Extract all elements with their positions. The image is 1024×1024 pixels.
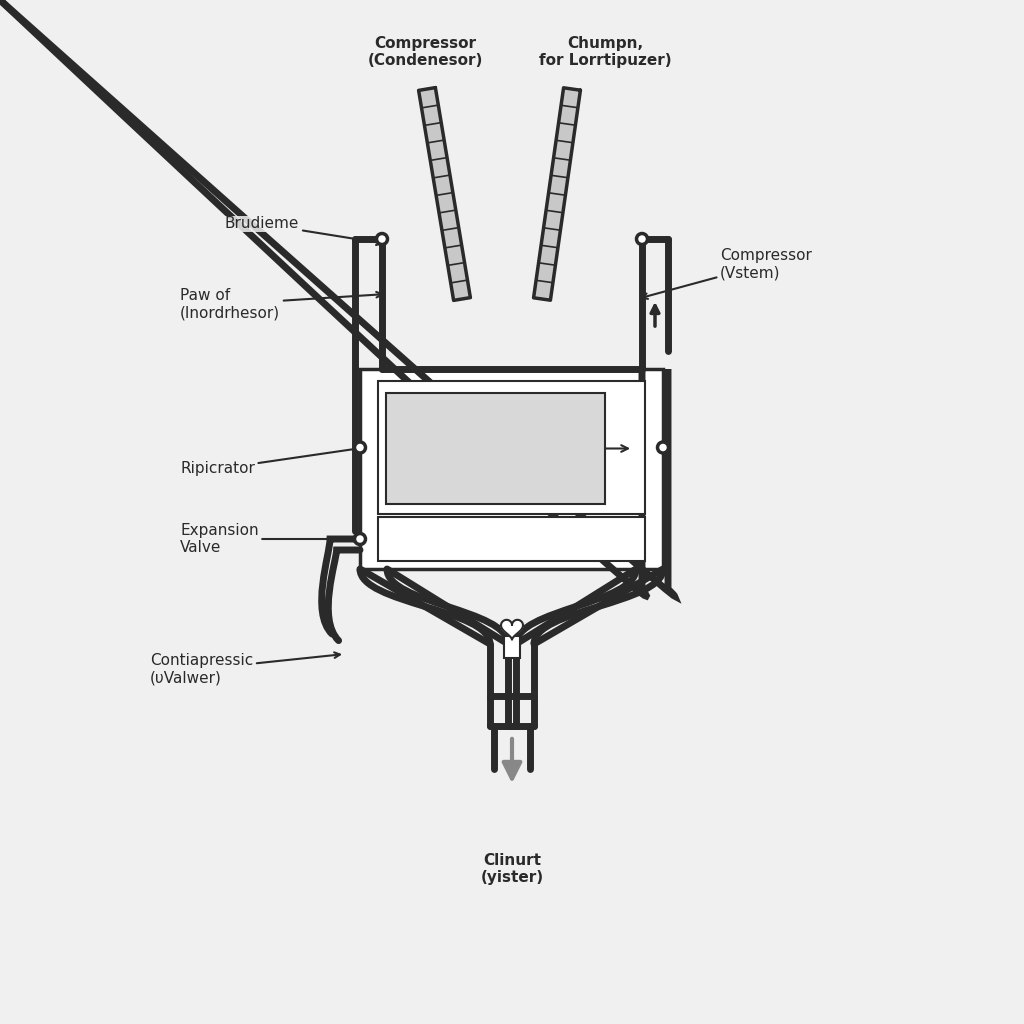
- Polygon shape: [501, 620, 523, 640]
- Bar: [504, 636, 520, 658]
- Circle shape: [377, 233, 387, 245]
- Bar: [360, 369, 663, 569]
- Circle shape: [354, 442, 366, 453]
- Text: Chumpn,
for Lorrtipuzer): Chumpn, for Lorrtipuzer): [539, 36, 672, 69]
- Bar: [378, 381, 645, 514]
- Bar: [378, 517, 645, 561]
- Circle shape: [657, 442, 669, 453]
- Text: Brudieme: Brudieme: [225, 216, 382, 245]
- Text: Compressor
(Condenesor): Compressor (Condenesor): [368, 36, 482, 69]
- Text: Clinurt
(yister): Clinurt (yister): [480, 853, 544, 885]
- Text: Paw of
(Inordrhesor): Paw of (Inordrhesor): [180, 288, 382, 321]
- Text: Compressor
(Vstem): Compressor (Vstem): [642, 248, 812, 299]
- Text: Expansion
Valve: Expansion Valve: [180, 523, 359, 555]
- Text: Ripicrator: Ripicrator: [180, 446, 360, 476]
- Text: Contiapressic
(υValwer): Contiapressic (υValwer): [150, 652, 340, 685]
- Bar: [386, 393, 605, 504]
- Circle shape: [354, 534, 366, 545]
- Polygon shape: [419, 88, 470, 300]
- Circle shape: [637, 233, 647, 245]
- Polygon shape: [534, 88, 581, 300]
